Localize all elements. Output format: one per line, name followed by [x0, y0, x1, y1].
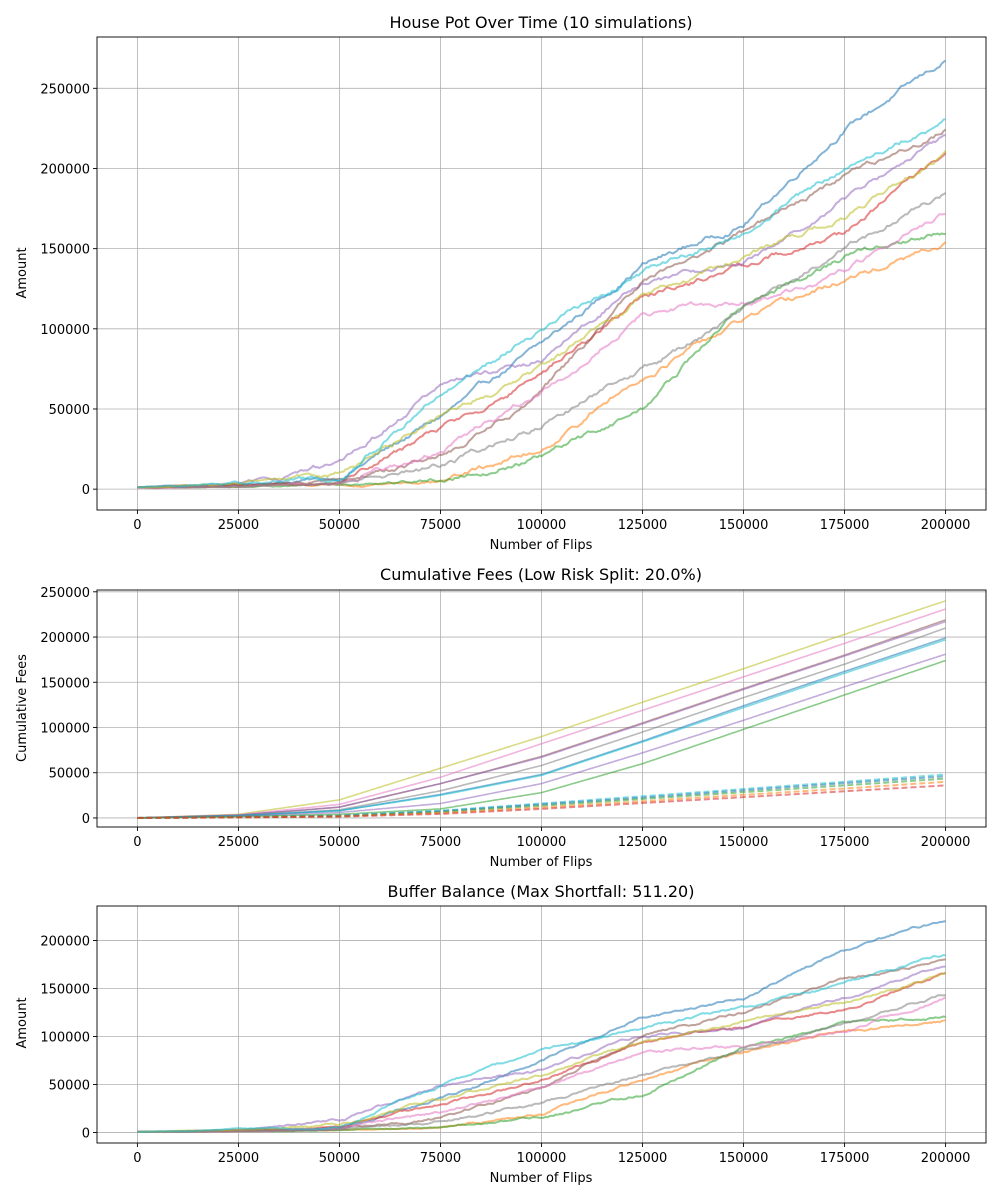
y-tick-label-5: 250000 [40, 586, 90, 601]
x-tick-label-7: 175000 [820, 835, 870, 850]
x-tick-label-5: 125000 [618, 1151, 668, 1166]
y-axis-label-cumulative-fees: Cumulative Fees [15, 654, 30, 762]
y-tick-label-0: 0 [82, 812, 90, 827]
x-tick-label-1: 25000 [218, 835, 259, 850]
x-tick-label-3: 75000 [420, 835, 461, 850]
x-tick-label-6: 150000 [719, 835, 769, 850]
y-tick-label-1: 50000 [49, 403, 90, 418]
series-line-2 [137, 608, 946, 819]
y-tick-label-3: 150000 [40, 983, 90, 998]
series-line-9 [137, 150, 947, 489]
y-tick-label-2: 100000 [40, 323, 90, 338]
x-tick-label-0: 0 [133, 518, 141, 533]
y-tick-label-0: 0 [82, 483, 90, 498]
x-tick-label-8: 200000 [921, 518, 971, 533]
series-line-8 [137, 994, 946, 1133]
y-axis-label-buffer-balance: Amount [15, 997, 30, 1048]
plot-area-cumulative-fees: 0 25000 50000 75000 100000 125000 150000 175000… [40, 586, 987, 850]
x-tick-label-2: 50000 [319, 835, 360, 850]
x-tick-label-4: 100000 [517, 518, 567, 533]
y-tick-label-0: 0 [82, 1126, 90, 1141]
x-tick-label-2: 50000 [319, 1151, 360, 1166]
x-tick-label-7: 175000 [820, 1151, 870, 1166]
x-axis-label-house-pot: Number of Flips [490, 538, 593, 553]
x-axis-label-cumulative-fees: Number of Flips [490, 855, 593, 870]
x-axis-label-buffer-balance: Number of Flips [490, 1171, 593, 1186]
x-tick-label-4: 100000 [517, 1151, 567, 1166]
x-tick-label-3: 75000 [420, 1151, 461, 1166]
x-tick-label-1: 25000 [218, 518, 259, 533]
chart-title-cumulative-fees: Cumulative Fees (Low Risk Split: 20.0%) [380, 565, 702, 584]
chart-buffer-balance: Buffer Balance (Max Shortfall: 511.20) N… [15, 882, 987, 1186]
chart-title-house-pot: House Pot Over Time (10 simulations) [390, 13, 693, 32]
y-tick-label-4: 200000 [40, 935, 90, 950]
y-tick-label-4: 200000 [40, 631, 90, 646]
series-line-4 [137, 620, 946, 819]
chart-cumulative-fees: Cumulative Fees (Low Risk Split: 20.0%) … [15, 565, 987, 870]
y-tick-label-1: 50000 [49, 767, 90, 782]
x-tick-label-1: 25000 [218, 1151, 259, 1166]
series-line-8 [137, 192, 947, 489]
x-tick-label-6: 150000 [719, 518, 769, 533]
x-tick-label-0: 0 [133, 1151, 141, 1166]
x-tick-label-4: 100000 [517, 835, 567, 850]
y-tick-label-3: 150000 [40, 676, 90, 691]
y-tick-label-4: 200000 [40, 162, 90, 177]
series-line-9 [137, 659, 946, 819]
x-tick-label-6: 150000 [719, 1151, 769, 1166]
series-line-8 [137, 653, 946, 819]
x-tick-label-5: 125000 [618, 518, 668, 533]
y-tick-label-5: 250000 [40, 82, 90, 97]
x-tick-label-0: 0 [133, 835, 141, 850]
y-tick-label-2: 100000 [40, 1030, 90, 1045]
chart-house-pot: House Pot Over Time (10 simulations) Num… [15, 13, 987, 553]
plot-area-house-pot: 0 25000 50000 75000 100000 125000 150000 175000… [40, 36, 987, 533]
y-axis-label-house-pot: Amount [15, 247, 30, 298]
series-line-10 [137, 954, 946, 1133]
x-tick-label-2: 50000 [319, 518, 360, 533]
y-tick-label-3: 150000 [40, 243, 90, 258]
y-tick-label-2: 100000 [40, 721, 90, 736]
chart-title-buffer-balance: Buffer Balance (Max Shortfall: 511.20) [388, 882, 695, 901]
x-tick-label-8: 200000 [921, 1151, 971, 1166]
plot-area-buffer-balance: 0 25000 50000 75000 100000 125000 150000 175000… [40, 905, 987, 1166]
x-tick-label-8: 200000 [921, 835, 971, 850]
series-line-1 [137, 600, 946, 819]
y-tick-label-1: 50000 [49, 1078, 90, 1093]
series-line-10 [137, 118, 946, 489]
x-tick-label-7: 175000 [820, 518, 870, 533]
series-line-7 [137, 639, 946, 819]
x-tick-label-5: 125000 [618, 835, 668, 850]
x-tick-label-3: 75000 [420, 518, 461, 533]
